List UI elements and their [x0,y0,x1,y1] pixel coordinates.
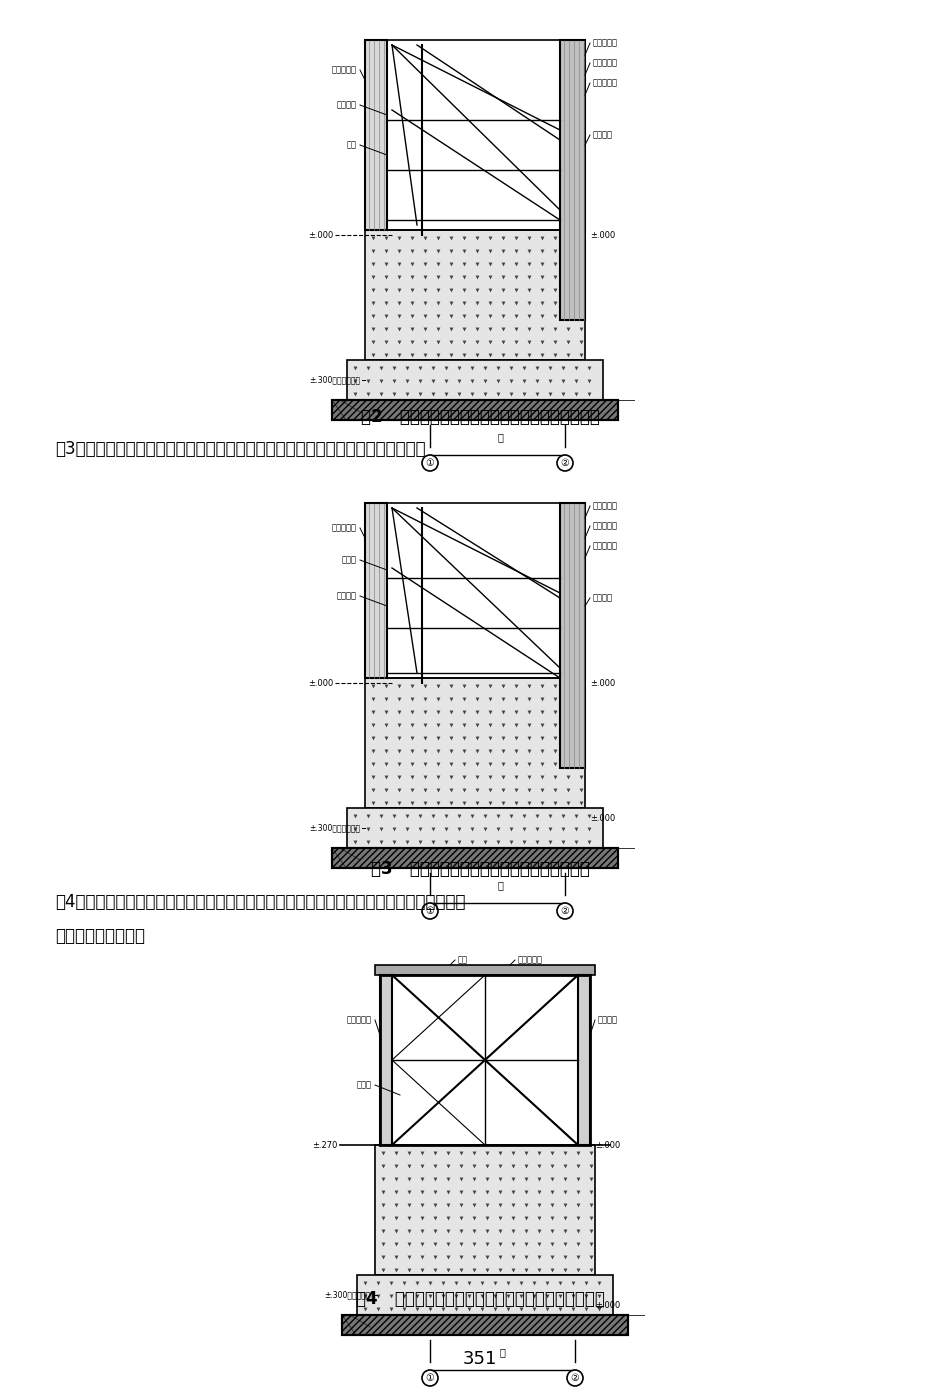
Bar [332,400,618,421]
Bar [365,502,387,677]
Text: ±.000: ±.000 [308,230,333,240]
Circle shape [567,1370,583,1387]
Text: 上层预制墙: 上层预制墙 [593,58,618,68]
Text: 斜撑: 斜撑 [347,140,357,150]
Text: 现浇外模板: 现浇外模板 [593,79,618,87]
Text: ±.000: ±.000 [590,230,616,240]
Text: 凝土的浇捣并养护。: 凝土的浇捣并养护。 [55,927,145,945]
Bar [375,1145,595,1276]
Bar [380,974,590,1145]
Circle shape [557,904,573,919]
Bar [332,848,618,868]
Text: 351: 351 [463,1351,497,1369]
Text: 现浇内侧: 现浇内侧 [598,1016,618,1024]
Text: 预制外墙板: 预制外墙板 [332,523,357,533]
Text: 现浇内墙板: 现浇内墙板 [593,39,618,47]
Text: 跨: 跨 [497,880,503,890]
Text: 跨: 跨 [499,1346,505,1357]
Bar [332,848,618,868]
Text: 调节螺栓: 调节螺栓 [337,591,357,601]
Text: ±.300（首层填墙）: ±.300（首层填墙） [324,1291,375,1299]
Bar [560,502,585,768]
Bar [375,965,595,974]
Text: 预制外墙板: 预制外墙板 [347,1016,372,1024]
Text: ②: ② [560,458,569,468]
Text: ±.000: ±.000 [590,679,616,687]
Text: ±.000: ±.000 [308,679,333,687]
Bar [332,400,618,421]
Bar [365,230,585,359]
Text: 图3   首层预制墙板下口水平后浇段混凝土施工: 图3 首层预制墙板下口水平后浇段混凝土施工 [370,861,589,879]
Text: ①: ① [426,906,434,916]
Circle shape [557,455,573,471]
Text: ±.000: ±.000 [595,1301,620,1309]
Text: 跨: 跨 [497,432,503,441]
Text: ②: ② [560,906,569,916]
Bar [560,40,585,321]
Text: 模大钢: 模大钢 [357,1080,372,1090]
Text: ±.270: ±.270 [313,1141,338,1149]
Text: 图4   首层预制墙板竖向暗柱及现浇内墙板混凝土施工: 图4 首层预制墙板竖向暗柱及现浇内墙板混凝土施工 [355,1289,604,1307]
Circle shape [422,904,438,919]
Text: 图2   首层预制墙板吊装及现浇内墙板钒筋模板施工: 图2 首层预制墙板吊装及现浇内墙板钒筋模板施工 [361,408,599,426]
Bar [365,677,585,808]
Text: ①: ① [426,458,434,468]
Text: 现浇内墙板: 现浇内墙板 [593,501,618,511]
Text: 调节螺栓: 调节螺栓 [337,100,357,110]
Bar [347,359,603,400]
Text: ±.300（首层填墙）: ±.300（首层填墙） [309,823,360,833]
Text: 现浇带: 现浇带 [342,555,357,565]
Circle shape [422,1370,438,1387]
Bar [342,1314,628,1335]
Text: ±.000: ±.000 [595,1141,620,1149]
Bar [357,1276,613,1314]
Text: ①: ① [426,1373,434,1382]
Text: 现浇外模板: 现浇外模板 [593,541,618,551]
Circle shape [422,455,438,471]
Bar [578,974,590,1145]
Text: 面板: 面板 [458,955,468,965]
Text: 配套调节螺: 配套调节螺 [518,955,543,965]
Text: ②: ② [571,1373,579,1382]
Text: 墙内侧面: 墙内侧面 [593,594,613,602]
Bar [347,808,603,848]
Text: 墙内侧面: 墙内侧面 [593,130,613,140]
Bar [365,40,387,230]
Text: 预制外墙板: 预制外墙板 [332,65,357,75]
Text: （4）绱扎墙板竖向湿接头钒筋并封模板，然后进行首层竖向构件（板墙、暗柱、湿接头）混: （4）绱扎墙板竖向湿接头钒筋并封模板，然后进行首层竖向构件（板墙、暗柱、湿接头）… [55,892,466,911]
Text: 上层预制墙: 上层预制墙 [593,522,618,530]
Text: （3）墙板调节完成后即进行端部水平湿接头及后浇带钒筋模板施工并浇捣混凝土。: （3）墙板调节完成后即进行端部水平湿接头及后浇带钒筋模板施工并浇捣混凝土。 [55,440,426,458]
Text: ±.300（首层填墙）: ±.300（首层填墙） [309,376,360,384]
Bar [380,974,392,1145]
Text: ±.000: ±.000 [590,813,616,823]
Bar [342,1314,628,1335]
